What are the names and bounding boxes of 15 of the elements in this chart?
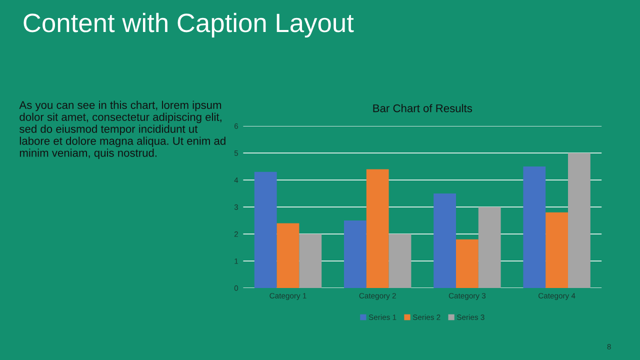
bar xyxy=(478,207,501,288)
bar xyxy=(388,234,412,288)
bar xyxy=(344,220,366,288)
bar xyxy=(276,223,300,288)
bar xyxy=(254,172,277,288)
text: Content with Caption Layout xyxy=(24,12,354,38)
bar xyxy=(456,239,478,288)
bar xyxy=(546,212,568,288)
text: As you can see in this chart, lorem ipsum dolor sit amet, consectetur adipiscing elit, sed do eiusmod tempor incididunt ut labore et dolore magna aliqua. Ut enim ad minim veniam, quis nostrud. xyxy=(19,100,226,160)
bar xyxy=(299,234,322,288)
chart-title: Bar Chart of Results xyxy=(373,104,472,112)
bar xyxy=(366,169,389,288)
bar xyxy=(568,153,590,288)
bar xyxy=(434,194,456,288)
bar xyxy=(523,166,546,288)
